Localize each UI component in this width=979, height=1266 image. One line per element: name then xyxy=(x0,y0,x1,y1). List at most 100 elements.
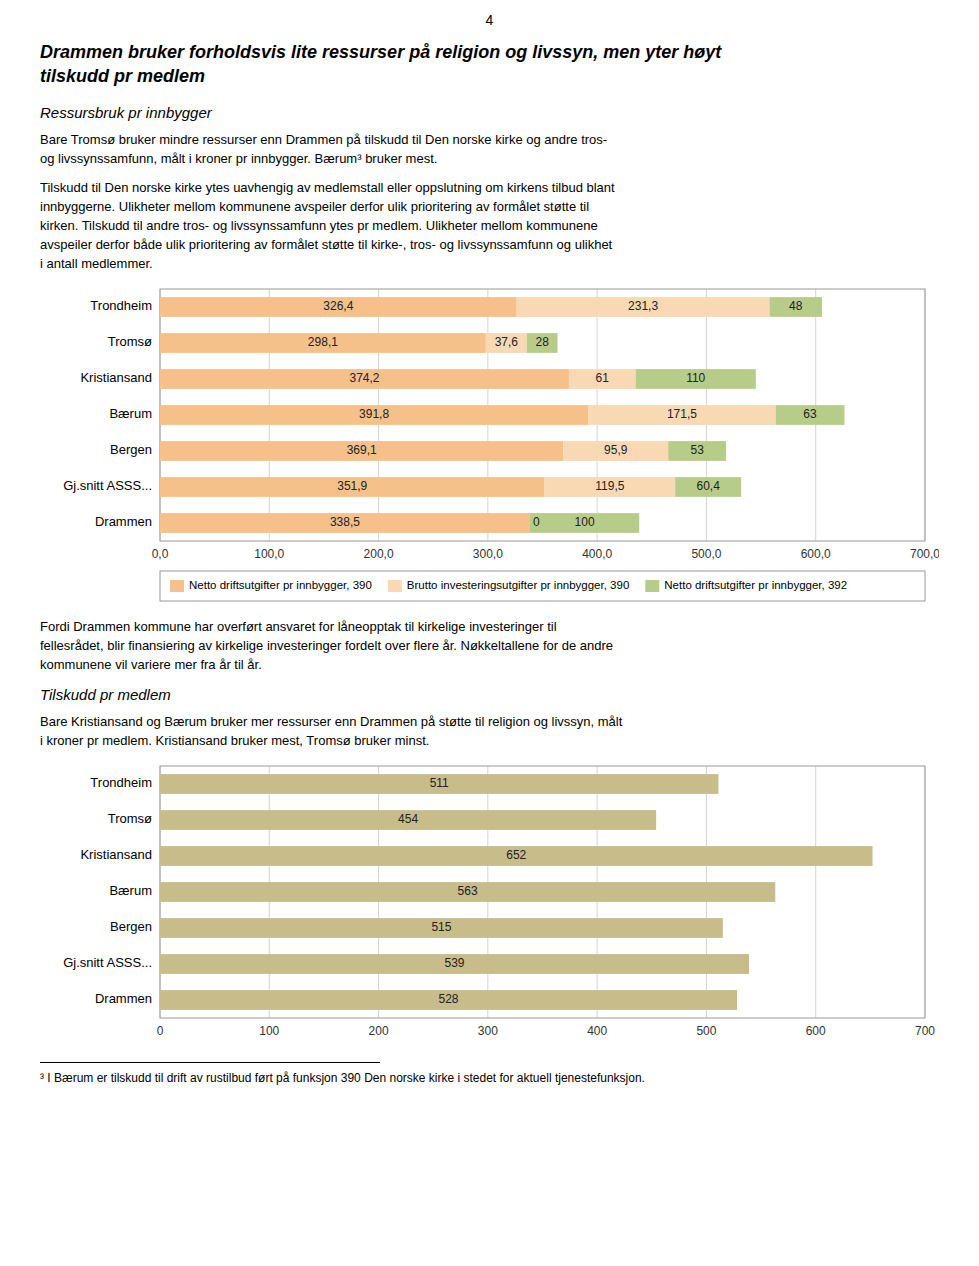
bar xyxy=(160,774,718,794)
category-label: Bærum xyxy=(109,406,152,421)
bar xyxy=(545,477,676,497)
data-label: 369,1 xyxy=(347,443,377,457)
paragraph: Tilskudd til Den norske kirke ytes uavhe… xyxy=(40,178,939,273)
heading: Ressursbruk pr innbygger xyxy=(40,102,939,124)
tick-label: 400 xyxy=(587,1024,607,1038)
bar xyxy=(769,297,821,317)
category-label: Trondheim xyxy=(90,298,152,313)
bar xyxy=(160,990,737,1010)
legend-entry: Netto driftsutgifter pr innbygger, 392 xyxy=(664,579,847,591)
plot-frame xyxy=(160,766,925,1018)
data-label: 454 xyxy=(398,812,418,826)
data-label: 351,9 xyxy=(337,479,367,493)
data-label: 338,5 xyxy=(330,515,360,529)
title: Drammen bruker forholdsvis lite ressurse… xyxy=(40,40,939,88)
chart: 0,0100,0200,0300,0400,0500,0600,0700,0Tr… xyxy=(40,283,939,607)
tick-label: 0 xyxy=(157,1024,164,1038)
data-label: 37,6 xyxy=(495,335,519,349)
bar xyxy=(160,810,656,830)
tick-label: 500 xyxy=(696,1024,716,1038)
category-label: Tromsø xyxy=(108,334,152,349)
legend-swatch xyxy=(170,580,184,592)
bar xyxy=(569,369,636,389)
tick-label: 400,0 xyxy=(582,547,612,561)
bar xyxy=(636,369,756,389)
data-label: 298,1 xyxy=(308,335,338,349)
category-label: Tromsø xyxy=(108,811,152,826)
bar xyxy=(160,846,873,866)
category-label: Bærum xyxy=(109,883,152,898)
data-label: 0 xyxy=(533,515,540,529)
grid xyxy=(160,766,925,1018)
bar xyxy=(160,513,530,533)
data-label: 231,3 xyxy=(628,299,658,313)
data-label: 528 xyxy=(438,992,458,1006)
data-label: 63 xyxy=(803,407,817,421)
data-label: 374,2 xyxy=(349,371,379,385)
category-label: Kristiansand xyxy=(80,847,152,862)
bar xyxy=(530,513,639,533)
heading: Tilskudd pr medlem xyxy=(40,684,939,706)
data-label: 48 xyxy=(789,299,803,313)
tick-label: 300 xyxy=(478,1024,498,1038)
bars xyxy=(160,297,844,533)
bar xyxy=(160,477,545,497)
grid-line xyxy=(815,766,816,1018)
bar xyxy=(517,297,770,317)
bar xyxy=(160,918,723,938)
legend: Netto driftsutgifter pr innbygger, 390 Br… xyxy=(160,571,925,601)
tick-label: 0,0 xyxy=(152,547,169,561)
footnote: ³ I Bærum er tilskudd til drift av rusti… xyxy=(40,1069,939,1087)
data-label: 391,8 xyxy=(359,407,389,421)
tick-label: 500,0 xyxy=(691,547,721,561)
data-labels: 326,4 298,1 374,2 391,8 369,1 351,9 338,5 231,3… xyxy=(308,299,817,529)
tick-label: 600,0 xyxy=(801,547,831,561)
bar xyxy=(160,441,563,461)
legend-swatch xyxy=(388,580,402,592)
bar xyxy=(160,333,486,353)
bar xyxy=(160,405,588,425)
data-label: 171,5 xyxy=(667,407,697,421)
data-label: 100 xyxy=(575,515,595,529)
footnote-separator xyxy=(40,1062,380,1063)
legend-swatch xyxy=(645,580,659,592)
tick-label: 200 xyxy=(369,1024,389,1038)
legend-frame xyxy=(160,571,925,601)
bars xyxy=(160,774,873,1010)
bar xyxy=(160,882,775,902)
data-label: 28 xyxy=(535,335,549,349)
tick-label: 300,0 xyxy=(473,547,503,561)
tick-label: 600 xyxy=(806,1024,826,1038)
data-label: 60,4 xyxy=(696,479,720,493)
data-label: 61 xyxy=(596,371,610,385)
data-label: 326,4 xyxy=(323,299,353,313)
page-number: 4 xyxy=(40,10,939,30)
category-label: Gj.snitt ASSS... xyxy=(63,478,152,493)
plot-frame xyxy=(160,289,925,541)
tick-label: 700,0 xyxy=(910,547,939,561)
legend-entry: Netto driftsutgifter pr innbygger, 390 xyxy=(189,579,372,591)
data-label: 511 xyxy=(430,776,449,790)
data-label: 515 xyxy=(431,920,451,934)
data-label: 53 xyxy=(690,443,704,457)
bar xyxy=(160,369,569,389)
bar xyxy=(675,477,741,497)
paragraph: Bare Tromsø bruker mindre ressurser enn … xyxy=(40,130,939,168)
category-label: Drammen xyxy=(95,514,152,529)
bar xyxy=(588,405,775,425)
data-labels: 511454652563515539528 xyxy=(398,776,527,1006)
chart: 0100200300400500600700TrondheimTromsøKri… xyxy=(40,760,939,1044)
bar xyxy=(486,333,527,353)
data-label: 652 xyxy=(506,848,526,862)
bar xyxy=(563,441,668,461)
tick-label: 700 xyxy=(915,1024,935,1038)
category-label: Bergen xyxy=(110,442,152,457)
data-label: 95,9 xyxy=(604,443,628,457)
tick-label: 200,0 xyxy=(364,547,394,561)
category-label: Drammen xyxy=(95,991,152,1006)
bar xyxy=(160,297,517,317)
bar xyxy=(527,333,558,353)
legend-entry: Brutto investeringsutgifter pr innbygger… xyxy=(407,579,629,591)
category-label: Bergen xyxy=(110,919,152,934)
tick-label: 100 xyxy=(259,1024,279,1038)
